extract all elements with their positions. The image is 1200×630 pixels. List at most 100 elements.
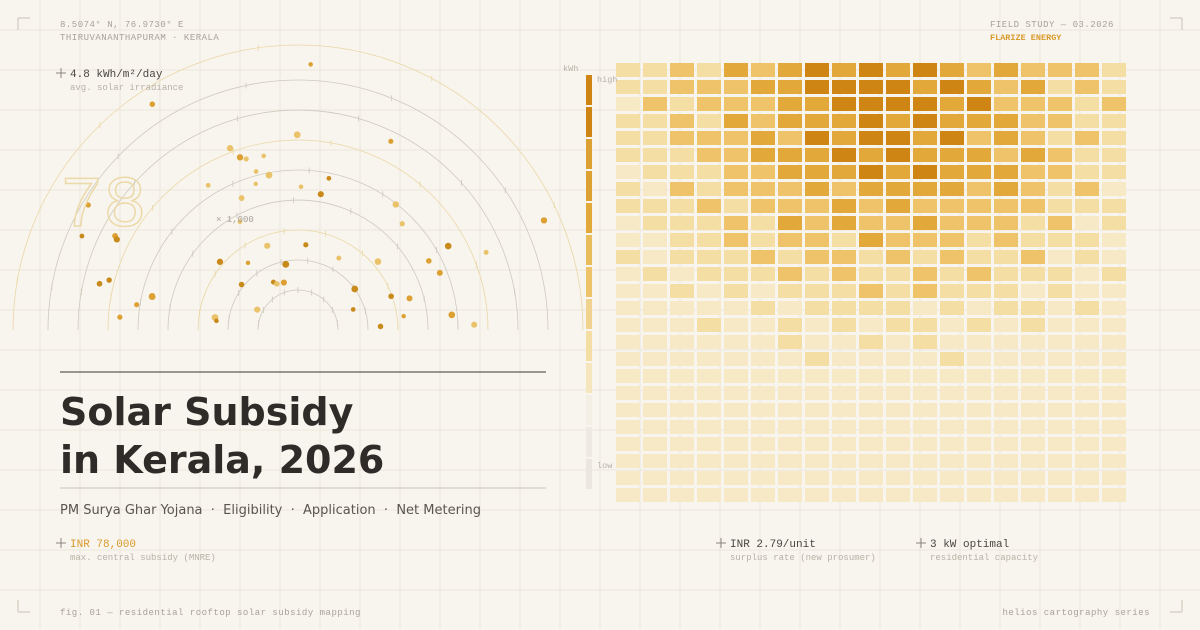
heat-cell (724, 233, 748, 247)
heat-cell (697, 63, 721, 77)
heat-cell (778, 63, 802, 77)
heat-cell (886, 318, 910, 332)
heat-cell (1048, 403, 1072, 417)
heat-cell (832, 301, 856, 315)
heat-cell (940, 80, 964, 94)
heat-cell (670, 471, 694, 485)
heat-cell (1102, 403, 1126, 417)
heat-cell (859, 63, 883, 77)
heat-cell (886, 148, 910, 162)
heat-cell (1021, 233, 1045, 247)
heat-cell (1048, 250, 1072, 264)
heat-cell (724, 369, 748, 383)
heat-cell (913, 301, 937, 315)
dot (308, 62, 313, 67)
heat-cell (697, 454, 721, 468)
heat-cell (751, 131, 775, 145)
heat-cell (1048, 335, 1072, 349)
heat-cell (1075, 267, 1099, 281)
legend-segment (586, 171, 592, 201)
dot (253, 169, 259, 174)
heat-cell (1075, 369, 1099, 383)
heat-cell (643, 454, 667, 468)
heat-cell (913, 284, 937, 298)
heat-cell (994, 420, 1018, 434)
heat-cell (940, 199, 964, 213)
heat-cell (670, 437, 694, 451)
heat-cell (967, 301, 991, 315)
heat-cell (805, 216, 829, 230)
heat-cell (697, 437, 721, 451)
dot (216, 258, 224, 265)
heat-cell (1021, 182, 1045, 196)
heat-cell (1075, 182, 1099, 196)
heat-cell (1021, 165, 1045, 179)
heat-cell (859, 369, 883, 383)
heat-cell (832, 403, 856, 417)
heat-cell (724, 165, 748, 179)
heat-cell (751, 420, 775, 434)
heat-cell (670, 114, 694, 128)
heat-cell (913, 148, 937, 162)
heat-cell (967, 63, 991, 77)
heat-cell (697, 386, 721, 400)
heat-cell (697, 199, 721, 213)
heat-cell (913, 63, 937, 77)
heat-cell (616, 182, 640, 196)
heat-cell (1048, 114, 1072, 128)
heat-cell (751, 148, 775, 162)
heat-cell (1048, 454, 1072, 468)
heat-cell (778, 199, 802, 213)
heat-cell (913, 182, 937, 196)
heat-cell (670, 420, 694, 434)
heat-cell (643, 165, 667, 179)
heat-cell (913, 80, 937, 94)
heat-cell (859, 216, 883, 230)
heat-cell (1021, 301, 1045, 315)
heat-cell (805, 301, 829, 315)
heat-cell (1048, 488, 1072, 502)
heat-cell (913, 216, 937, 230)
coordinates: 8.5074° N, 76.9730° E (60, 20, 184, 30)
heat-cell (913, 471, 937, 485)
heat-cell (1021, 471, 1045, 485)
heat-cell (616, 284, 640, 298)
dot (113, 236, 120, 243)
heat-cell (670, 352, 694, 366)
heat-cell (1048, 369, 1072, 383)
heat-cell (643, 352, 667, 366)
heat-cell (1102, 335, 1126, 349)
heat-cell (1102, 233, 1126, 247)
heat-cell (670, 403, 694, 417)
heat-cell (724, 437, 748, 451)
heat-cell (859, 420, 883, 434)
heat-cell (967, 233, 991, 247)
heat-cell (1075, 63, 1099, 77)
heat-cell (1021, 369, 1045, 383)
heat-cell (832, 148, 856, 162)
heat-cell (886, 335, 910, 349)
heat-cell (697, 284, 721, 298)
heat-cell (724, 63, 748, 77)
heat-cell (994, 369, 1018, 383)
heat-cell (994, 216, 1018, 230)
heat-cell (1048, 420, 1072, 434)
heat-cell (643, 437, 667, 451)
heat-cell (859, 386, 883, 400)
legend-segment (586, 75, 592, 105)
heat-cell (805, 97, 829, 111)
heat-cell (1075, 199, 1099, 213)
heat-cell (751, 403, 775, 417)
stat-label: residential capacity (930, 553, 1039, 563)
heat-cell (967, 114, 991, 128)
heat-cell (670, 165, 694, 179)
heat-cell (778, 165, 802, 179)
heat-cell (1075, 131, 1099, 145)
heat-cell (940, 267, 964, 281)
heat-cell (805, 488, 829, 502)
heat-cell (643, 267, 667, 281)
heat-cell (697, 488, 721, 502)
dial-multiplier: × 1,000 (216, 215, 254, 225)
heat-cell (616, 250, 640, 264)
